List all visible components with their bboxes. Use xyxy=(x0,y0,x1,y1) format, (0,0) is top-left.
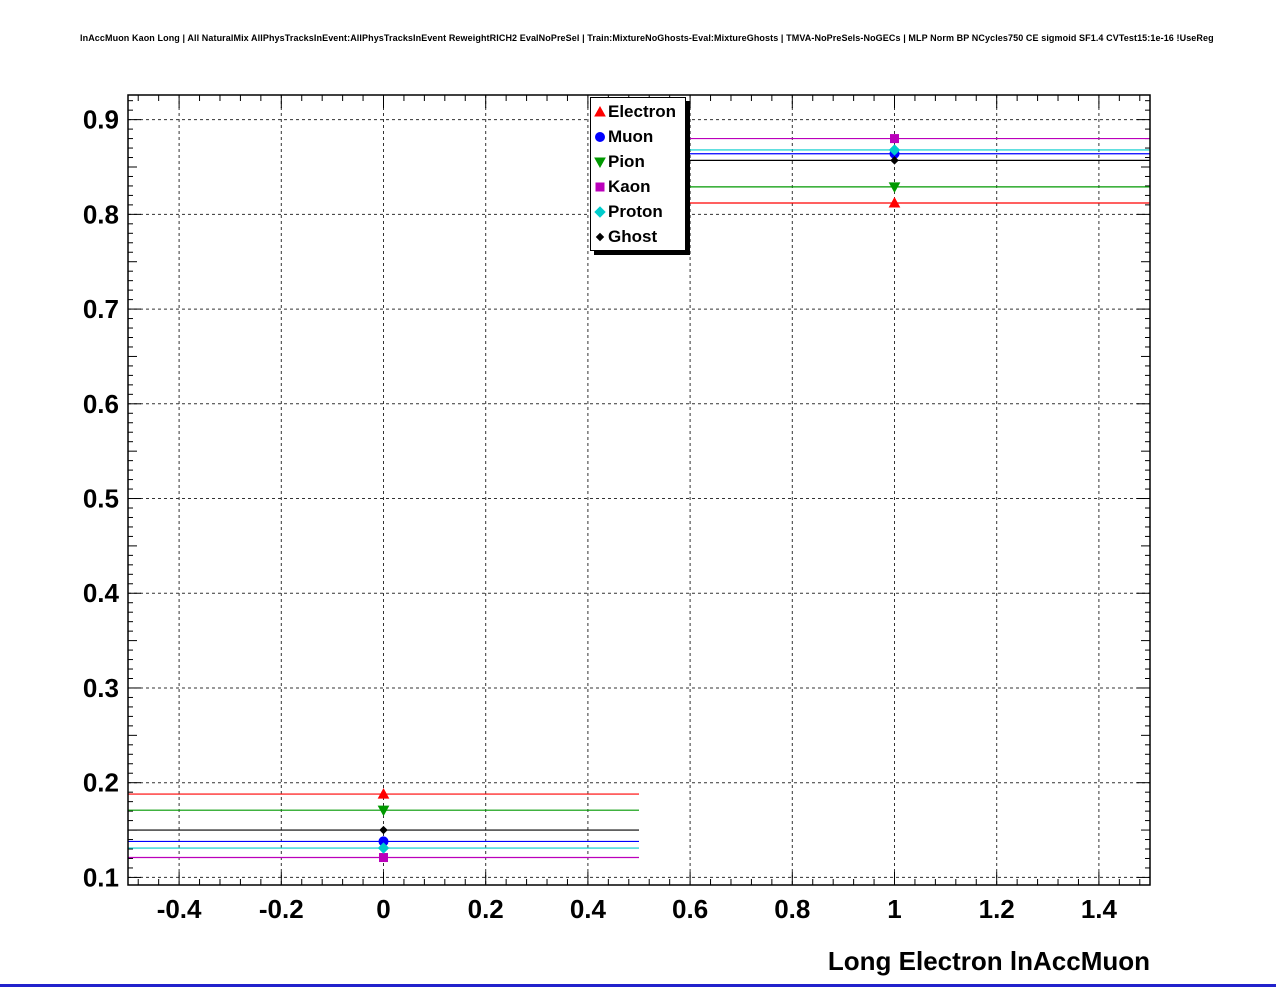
series-marker-triangle-up xyxy=(888,196,901,208)
y-tick-label: 0.3 xyxy=(83,673,119,703)
series-marker-square xyxy=(595,182,605,191)
legend: Electron Muon Pion Kaon Proton Ghost xyxy=(590,97,686,251)
y-tick-label: 0.2 xyxy=(83,768,119,798)
triangle-up-icon xyxy=(594,105,606,116)
series-marker-triangle-down xyxy=(594,157,606,168)
y-tick-label: 0.7 xyxy=(83,294,119,324)
series-marker-small-diamond xyxy=(595,232,605,241)
series-marker-small-diamond xyxy=(890,156,899,165)
series-marker-circle xyxy=(595,131,605,142)
y-tick-label: 0.4 xyxy=(83,578,120,608)
legend-entry-kaon: Kaon xyxy=(591,174,685,199)
x-tick-label: -0.4 xyxy=(157,894,202,924)
legend-label: Kaon xyxy=(608,177,651,196)
x-tick-label: 0.4 xyxy=(570,894,607,924)
x-tick-label: 0.2 xyxy=(468,894,504,924)
x-tick-label: 0.6 xyxy=(672,894,708,924)
legend-entry-muon: Muon xyxy=(591,124,685,149)
series-marker-triangle-up xyxy=(377,788,390,799)
series-marker-square xyxy=(890,134,899,144)
triangle-down-icon xyxy=(594,157,606,168)
diamond-icon xyxy=(594,205,606,218)
x-tick-label: -0.2 xyxy=(259,894,304,924)
series-marker-triangle-up xyxy=(594,105,606,116)
series-marker-triangle-down xyxy=(888,182,901,193)
series-marker-diamond xyxy=(377,842,390,854)
legend-label: Ghost xyxy=(608,227,658,246)
bottom-accent-line xyxy=(0,984,1276,987)
legend-entry-electron: Electron xyxy=(591,99,685,124)
legend-label: Electron xyxy=(608,102,677,121)
legend-label: Proton xyxy=(608,202,663,221)
circle-icon xyxy=(595,131,605,142)
x-axis-title: Long Electron lnAccMuon xyxy=(827,946,1150,976)
x-tick-label: 1.2 xyxy=(979,894,1015,924)
y-tick-label: 0.6 xyxy=(83,389,119,419)
x-tick-label: 0 xyxy=(376,894,390,924)
x-tick-label: 1.4 xyxy=(1081,894,1118,924)
series-marker-diamond xyxy=(888,144,901,156)
legend-entry-proton: Proton xyxy=(591,199,685,224)
y-tick-label: 0.9 xyxy=(83,105,119,135)
plot-frame xyxy=(127,94,1151,886)
y-tick-label: 0.8 xyxy=(83,199,119,229)
legend-entry-ghost: Ghost xyxy=(591,224,685,249)
series-marker-small-diamond xyxy=(379,825,388,835)
legend-entry-pion: Pion xyxy=(591,149,685,174)
y-tick-label: 0.1 xyxy=(83,862,119,892)
x-tick-label: 1 xyxy=(887,894,901,924)
series-marker-diamond xyxy=(594,205,606,218)
x-tick-label: 0.8 xyxy=(774,894,810,924)
legend-label: Muon xyxy=(608,127,654,146)
y-tick-label: 0.5 xyxy=(83,484,119,514)
small-diamond-icon xyxy=(595,232,605,241)
legend-label: Pion xyxy=(608,152,645,171)
plot-title: lnAccMuon Kaon Long | All NaturalMix All… xyxy=(80,33,1214,43)
series-marker-square xyxy=(379,853,388,863)
square-icon xyxy=(595,182,605,191)
series-marker-triangle-down xyxy=(377,805,390,817)
